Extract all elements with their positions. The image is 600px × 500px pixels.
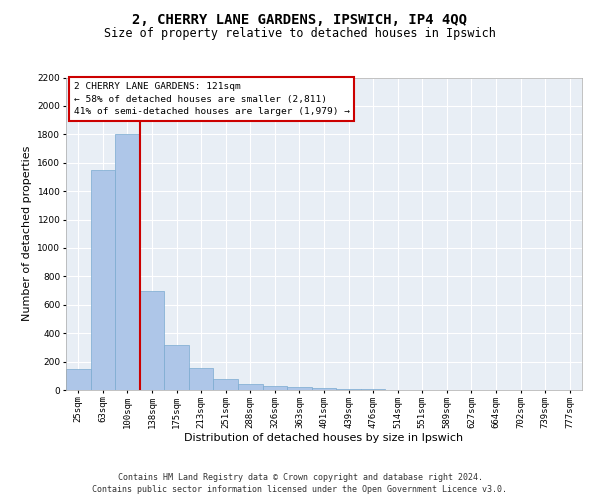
Bar bbox=[336, 389, 361, 390]
Bar bbox=[115, 134, 140, 390]
Bar bbox=[91, 170, 115, 390]
Bar bbox=[189, 368, 214, 390]
Text: Contains HM Land Registry data © Crown copyright and database right 2024.: Contains HM Land Registry data © Crown c… bbox=[118, 473, 482, 482]
Text: 2 CHERRY LANE GARDENS: 121sqm
← 58% of detached houses are smaller (2,811)
41% o: 2 CHERRY LANE GARDENS: 121sqm ← 58% of d… bbox=[74, 82, 350, 116]
Bar bbox=[312, 388, 336, 390]
Bar bbox=[214, 378, 238, 390]
Y-axis label: Number of detached properties: Number of detached properties bbox=[22, 146, 32, 322]
Bar bbox=[238, 384, 263, 390]
X-axis label: Distribution of detached houses by size in Ipswich: Distribution of detached houses by size … bbox=[184, 434, 464, 444]
Bar bbox=[164, 344, 189, 390]
Bar bbox=[140, 292, 164, 390]
Text: Contains public sector information licensed under the Open Government Licence v3: Contains public sector information licen… bbox=[92, 486, 508, 494]
Bar bbox=[263, 386, 287, 390]
Text: Size of property relative to detached houses in Ipswich: Size of property relative to detached ho… bbox=[104, 28, 496, 40]
Bar bbox=[287, 387, 312, 390]
Text: 2, CHERRY LANE GARDENS, IPSWICH, IP4 4QQ: 2, CHERRY LANE GARDENS, IPSWICH, IP4 4QQ bbox=[133, 12, 467, 26]
Bar bbox=[66, 368, 91, 390]
